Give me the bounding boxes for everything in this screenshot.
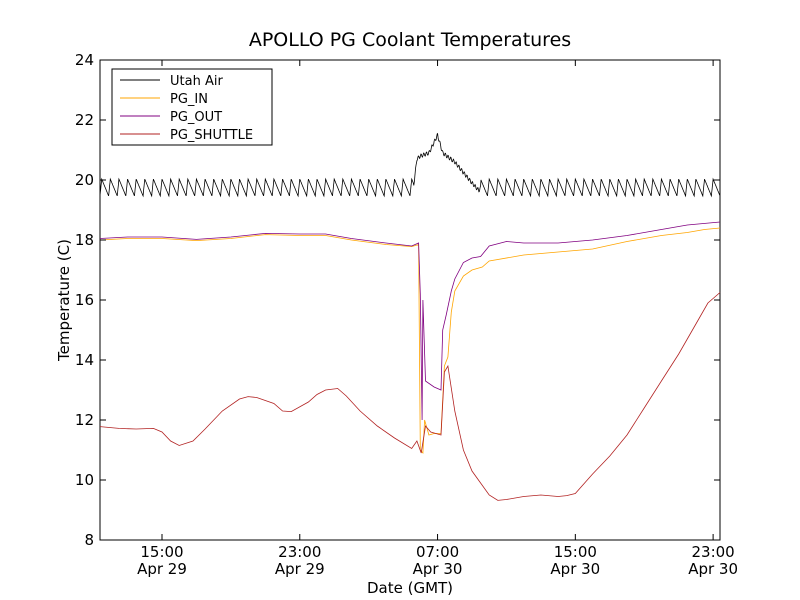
x-tick-date-label: Apr 30 [688,560,738,578]
y-tick-label: 18 [75,231,94,249]
y-tick-label: 24 [75,51,94,69]
series-line-utah-air [99,132,721,198]
x-tick-time-label: 15:00 [140,543,183,561]
y-axis-label: Temperature (C) [55,239,73,362]
x-tick-date-label: Apr 29 [137,560,187,578]
x-tick-time-label: 23:00 [691,543,734,561]
y-tick-label: 22 [75,111,94,129]
x-tick-time-label: 07:00 [416,543,459,561]
legend-label: PG_IN [170,92,208,107]
y-tick-label: 14 [75,351,94,369]
y-axis: 8 10 12 14 16 18 20 22 24 [75,51,720,549]
series-layer [99,132,721,501]
legend: Utah Air PG_IN PG_OUT PG_SHUTTLE [111,68,273,146]
x-tick-time-label: 15:00 [554,543,597,561]
y-tick-label: 20 [75,171,94,189]
y-tick-label: 12 [75,411,94,429]
y-tick-label: 10 [75,471,94,489]
legend-label: PG_SHUTTLE [170,128,253,143]
x-axis-label: Date (GMT) [367,579,453,597]
chart-title: APOLLO PG Coolant Temperatures [249,29,571,51]
x-tick-date-label: Apr 30 [550,560,600,578]
legend-label: PG_OUT [170,110,222,125]
y-tick-label: 8 [84,531,94,549]
series-line-pg-out [99,221,721,421]
y-tick-label: 16 [75,291,94,309]
legend-box [111,68,273,146]
x-tick-time-label: 23:00 [278,543,321,561]
x-tick-date-label: Apr 29 [275,560,325,578]
series-line-pg-in [99,227,721,455]
legend-label: Utah Air [170,74,223,89]
series-line-pg-shuttle [99,292,721,501]
x-tick-date-label: Apr 30 [413,560,463,578]
